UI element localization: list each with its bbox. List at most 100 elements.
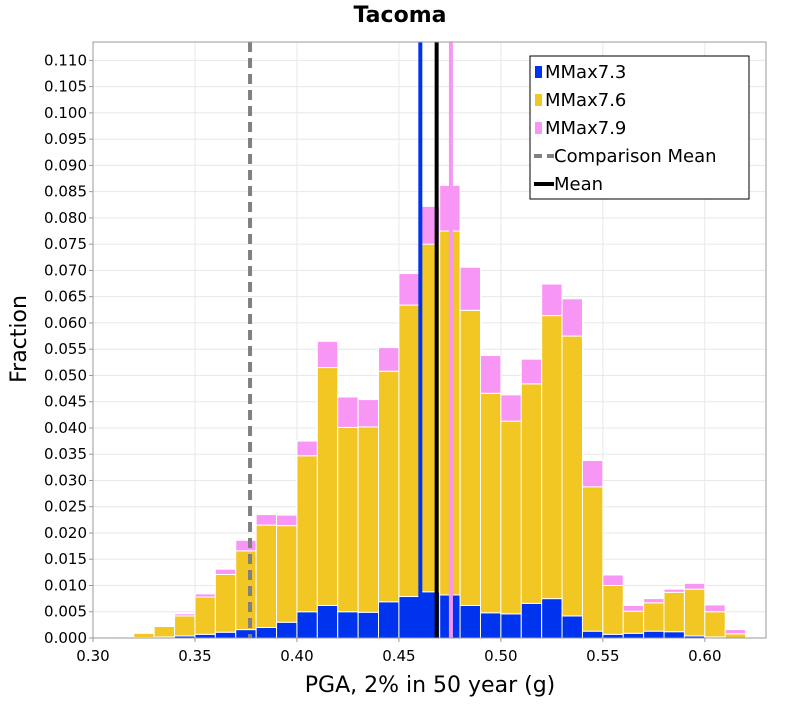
bar-mmax79-30 [724, 629, 747, 635]
y-tick-label-5: 0.025 [44, 498, 87, 516]
legend-label-mmax7-6: MMax7.6 [545, 90, 626, 111]
bar-mmax73-22 [561, 615, 583, 639]
y-tick-label-16: 0.080 [44, 209, 87, 227]
legend-box [529, 55, 750, 200]
legend-label-comparison-mean: Comparison Mean [554, 146, 717, 167]
bar-mmax76-14 [398, 304, 420, 598]
y-tick-label-22: 0.110 [44, 51, 87, 69]
legend-swatch-mmax7-9 [535, 122, 542, 134]
x-tick-label-5: 0.55 [586, 647, 619, 665]
bar-mmax76-21 [541, 315, 563, 600]
bar-mmax76-29 [704, 611, 726, 638]
bar-mmax79-21 [541, 283, 563, 317]
mean-lines [248, 42, 453, 638]
bar-mmax76-2 [153, 625, 176, 638]
y-tick-label-3: 0.015 [44, 550, 87, 568]
bar-mmax79-28 [683, 582, 706, 590]
bar-mmax76-6 [235, 550, 257, 631]
bar-mmax79-26 [643, 598, 665, 604]
bar-mmax76-9 [296, 455, 318, 613]
chart-title: Tacoma [354, 3, 447, 28]
y-tick-label-8: 0.040 [44, 419, 87, 437]
x-tick-label-3: 0.45 [382, 647, 415, 665]
bar-mmax73-17 [459, 604, 481, 639]
y-axis-label: Fraction [7, 295, 32, 383]
bar-mmax79-12 [357, 399, 380, 428]
y-tick-label-6: 0.030 [44, 471, 87, 489]
bar-mmax73-11 [337, 611, 359, 639]
bar-mmax76-3 [174, 615, 196, 637]
y-tick-label-2: 0.010 [44, 576, 87, 594]
bar-mmax76-12 [357, 426, 380, 613]
bar-mmax76-4 [194, 596, 216, 635]
bar-mmax76-22 [561, 335, 583, 617]
y-tick-label-4: 0.020 [44, 524, 87, 542]
y-tick-label-12: 0.060 [44, 314, 87, 332]
bar-mmax79-1 [133, 632, 155, 634]
bar-mmax76-1 [133, 632, 155, 638]
bar-mmax79-25 [622, 604, 645, 612]
bar-mmax76-17 [459, 309, 481, 606]
bar-mmax73-10 [316, 604, 339, 639]
y-tick-label-7: 0.035 [44, 445, 87, 463]
bar-mmax76-30 [724, 633, 747, 639]
x-axis-ticks: 0.30 0.35 0.40 0.45 0.50 0.55 0.60 [76, 638, 722, 665]
bar-mmax73-27 [663, 631, 685, 639]
bar-mmax79-8 [276, 514, 298, 527]
bar-mmax79-5 [214, 568, 237, 575]
bar-mmax76-13 [378, 370, 400, 603]
bar-mmax79-11 [337, 396, 359, 428]
bar-mmax79-2 [153, 625, 176, 627]
bar-mmax73-13 [378, 601, 400, 639]
bar-mmax76-8 [276, 525, 298, 623]
bar-mmax79-10 [316, 340, 339, 369]
bar-mmax79-20 [520, 358, 543, 385]
bar-mmax73-18 [479, 612, 502, 639]
bar-mmax76-25 [622, 610, 645, 634]
legend: MMax7.3 MMax7.6 MMax7.9 Comparison Mean Mean [529, 55, 750, 200]
bars [112, 184, 747, 639]
bar-mmax79-13 [378, 347, 400, 372]
bar-mmax73-21 [541, 598, 563, 639]
y-tick-label-9: 0.045 [44, 393, 87, 411]
bar-mmax73-20 [520, 602, 543, 639]
legend-swatch-mmax7-3 [535, 66, 542, 78]
x-tick-label-6: 0.60 [688, 647, 721, 665]
bar-mmax79-29 [704, 604, 726, 613]
plot-frame [92, 41, 767, 639]
bar-mmax73-8 [276, 621, 298, 639]
bar-mmax76-18 [479, 392, 502, 614]
x-tick-label-0: 0.30 [76, 647, 109, 665]
x-tick-label-1: 0.35 [178, 647, 211, 665]
legend-label-mmax7-9: MMax7.9 [545, 118, 626, 139]
y-tick-label-13: 0.065 [44, 288, 87, 306]
bar-mmax79-24 [602, 574, 624, 586]
bar-mmax76-24 [602, 584, 624, 635]
x-axis-label: PGA, 2% in 50 year (g) [305, 673, 556, 698]
legend-swatch-mmax7-6 [535, 94, 542, 106]
y-tick-label-1: 0.005 [44, 603, 87, 621]
legend-label-mean: Mean [554, 174, 603, 195]
bar-mmax79-4 [194, 593, 216, 598]
bar-mmax73-23 [581, 630, 604, 639]
bar-mmax73-4 [194, 633, 216, 639]
x-tick-label-2: 0.40 [280, 647, 313, 665]
y-tick-label-20: 0.100 [44, 104, 87, 122]
bar-mmax76-10 [316, 367, 339, 606]
bar-mmax79-27 [663, 588, 685, 593]
bar-mmax79-9 [296, 440, 318, 457]
bar-mmax73-6 [235, 629, 257, 639]
bar-mmax79-14 [398, 273, 420, 306]
bar-mmax79-17 [459, 266, 481, 311]
y-tick-label-14: 0.070 [44, 261, 87, 279]
bar-mmax73-24 [602, 633, 624, 639]
bar-mmax76-5 [214, 573, 237, 633]
bar-mmax79-22 [561, 298, 583, 337]
bar-mmax76-26 [643, 602, 665, 632]
bar-mmax76-28 [683, 588, 706, 637]
legend-label-mmax7-3: MMax7.3 [545, 62, 626, 83]
bar-mmax73-7 [255, 626, 278, 639]
bar-mmax76-23 [581, 486, 604, 632]
